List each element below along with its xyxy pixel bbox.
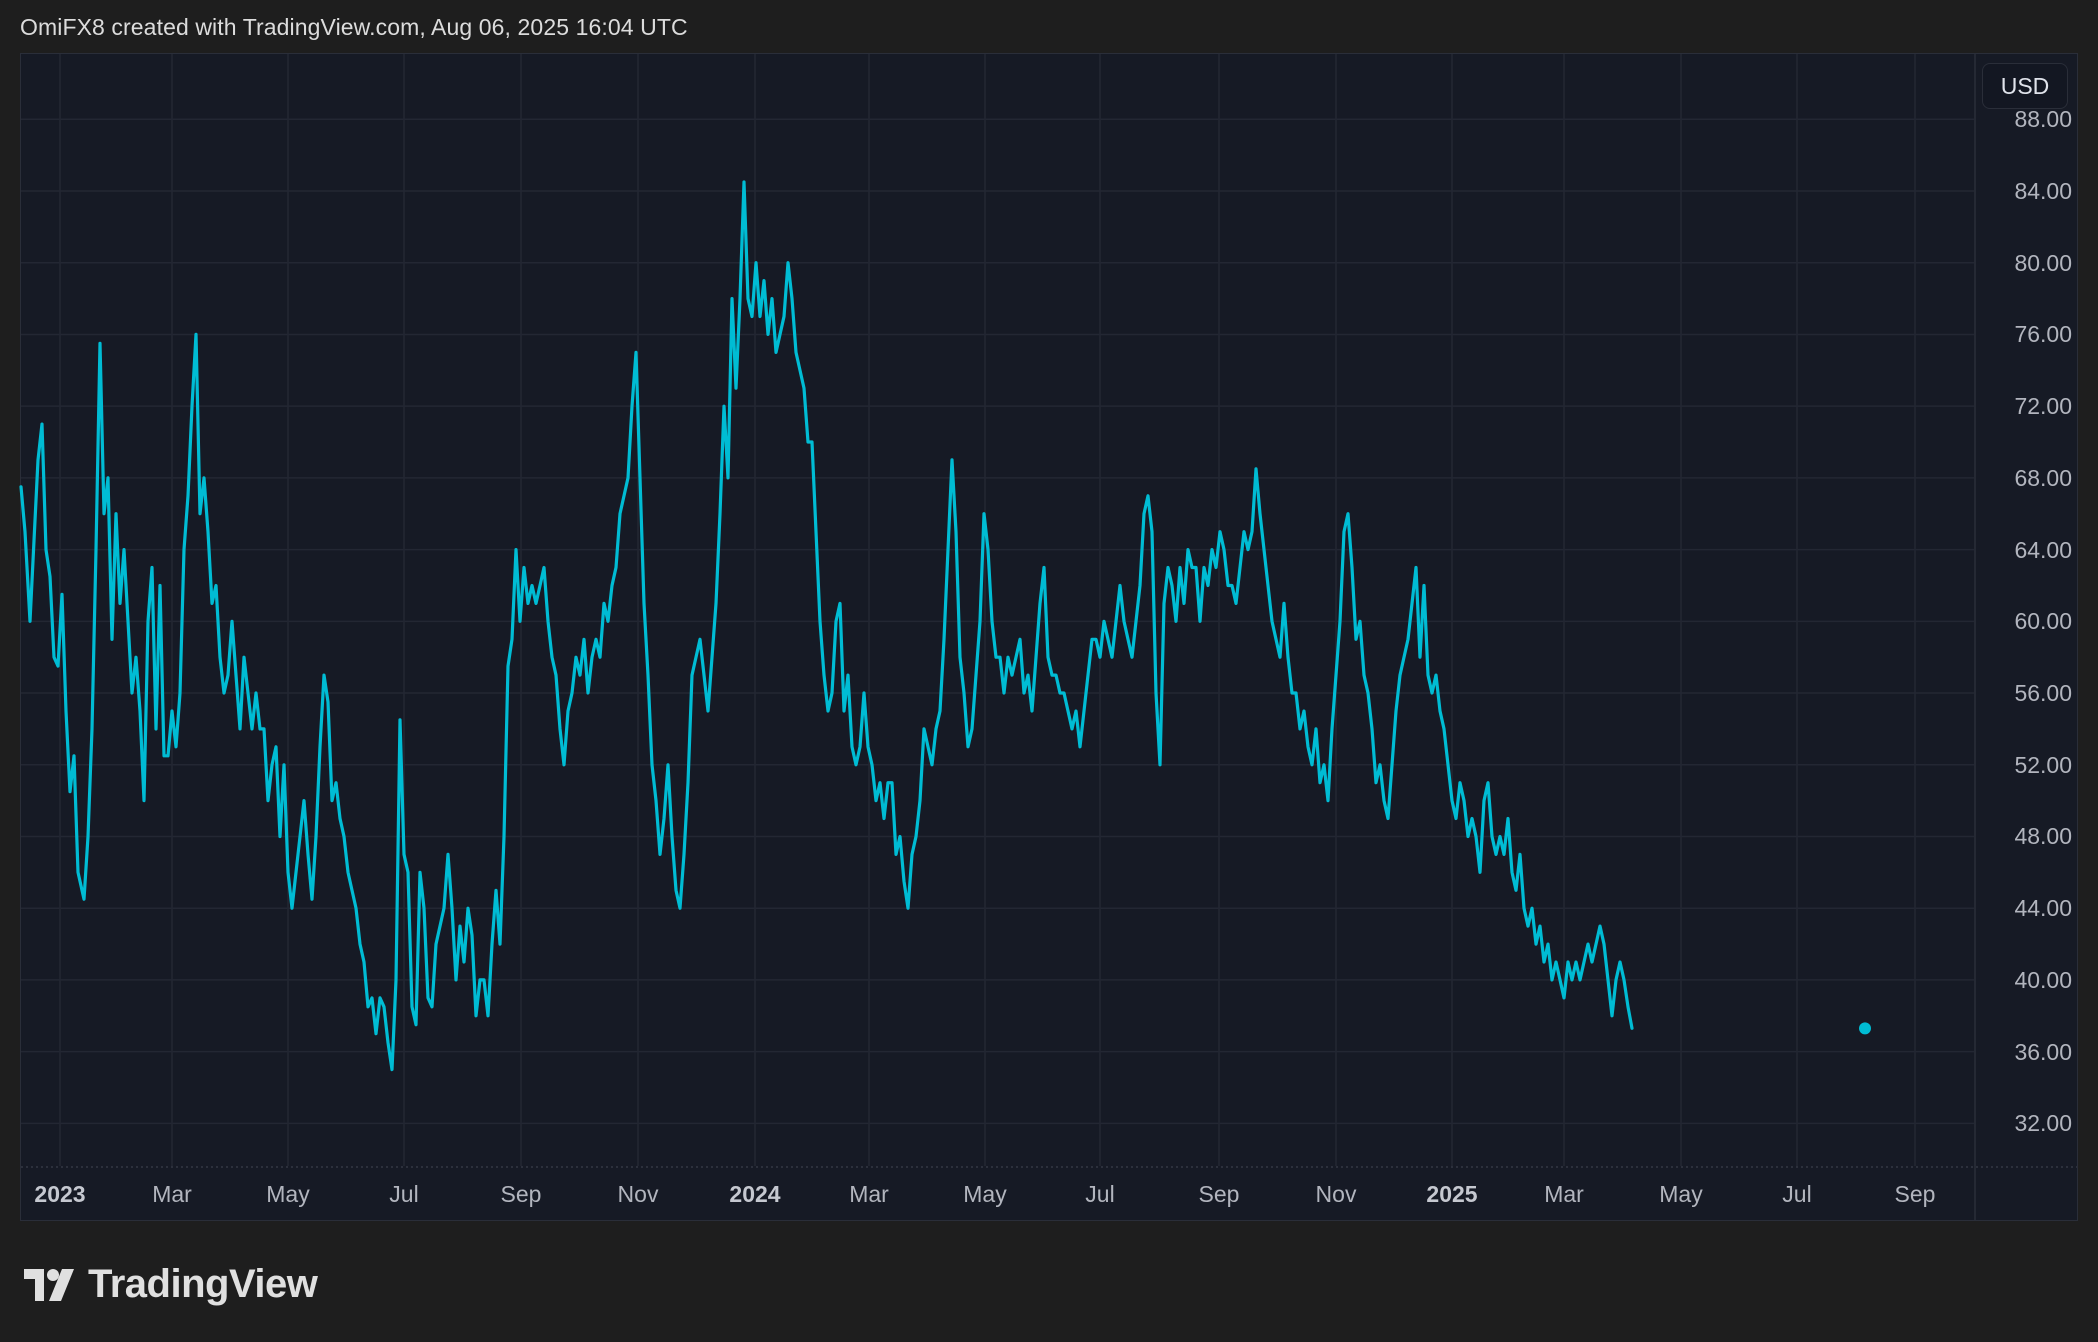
time-tick-label: Sep: [500, 1181, 542, 1207]
time-tick-label: Mar: [152, 1181, 192, 1207]
time-tick-label: Sep: [1894, 1181, 1936, 1207]
time-tick-label: 2025: [1426, 1181, 1478, 1207]
tradingview-logo-icon: [24, 1268, 74, 1301]
grid-lines: [21, 54, 1974, 1166]
price-tick-label: 80.00: [2014, 249, 2072, 276]
chart-caption: OmiFX8 created with TradingView.com, Aug…: [20, 14, 688, 40]
price-tick-label: 52.00: [2014, 751, 2072, 778]
time-tick-label: 2023: [34, 1181, 86, 1207]
price-tick-label: 88.00: [2014, 106, 2072, 133]
price-tick-label: 68.00: [2014, 464, 2072, 491]
price-tick-label: 48.00: [2014, 823, 2072, 850]
chart-pane[interactable]: [20, 53, 2078, 1221]
time-tick-label: Mar: [1544, 1181, 1584, 1207]
time-tick-label: Jul: [1085, 1181, 1115, 1207]
price-tick-label: 60.00: [2014, 608, 2072, 635]
price-tick-label: 56.00: [2014, 680, 2072, 707]
price-tick-label: 44.00: [2014, 895, 2072, 922]
price-tick-label: 36.00: [2014, 1038, 2072, 1065]
time-tick-label: Jul: [389, 1181, 419, 1207]
price-tick-label: 84.00: [2014, 178, 2072, 204]
price-tick-label: 72.00: [2014, 393, 2072, 420]
last-price-marker: [1859, 1022, 1871, 1035]
time-tick-label: 2024: [729, 1181, 781, 1207]
time-tick-label: Nov: [617, 1181, 659, 1207]
time-tick-label: Sep: [1198, 1181, 1240, 1207]
price-tick-label: 64.00: [2014, 536, 2072, 563]
tradingview-logo: TradingView: [24, 1262, 318, 1307]
time-tick-label: Jul: [1782, 1181, 1812, 1207]
price-tick-label: 40.00: [2014, 966, 2072, 993]
tradingview-wordmark: TradingView: [88, 1262, 318, 1306]
time-tick-label: May: [1659, 1181, 1703, 1207]
time-tick-label: May: [266, 1181, 310, 1207]
time-tick-label: May: [963, 1181, 1007, 1207]
price-line: [19, 180, 1634, 1072]
price-tick-label: 76.00: [2014, 321, 2072, 348]
time-tick-label: Nov: [1315, 1181, 1357, 1207]
time-tick-label: Mar: [849, 1181, 889, 1207]
currency-badge[interactable]: USD: [1982, 63, 2068, 109]
price-tick-label: 32.00: [2014, 1110, 2072, 1137]
